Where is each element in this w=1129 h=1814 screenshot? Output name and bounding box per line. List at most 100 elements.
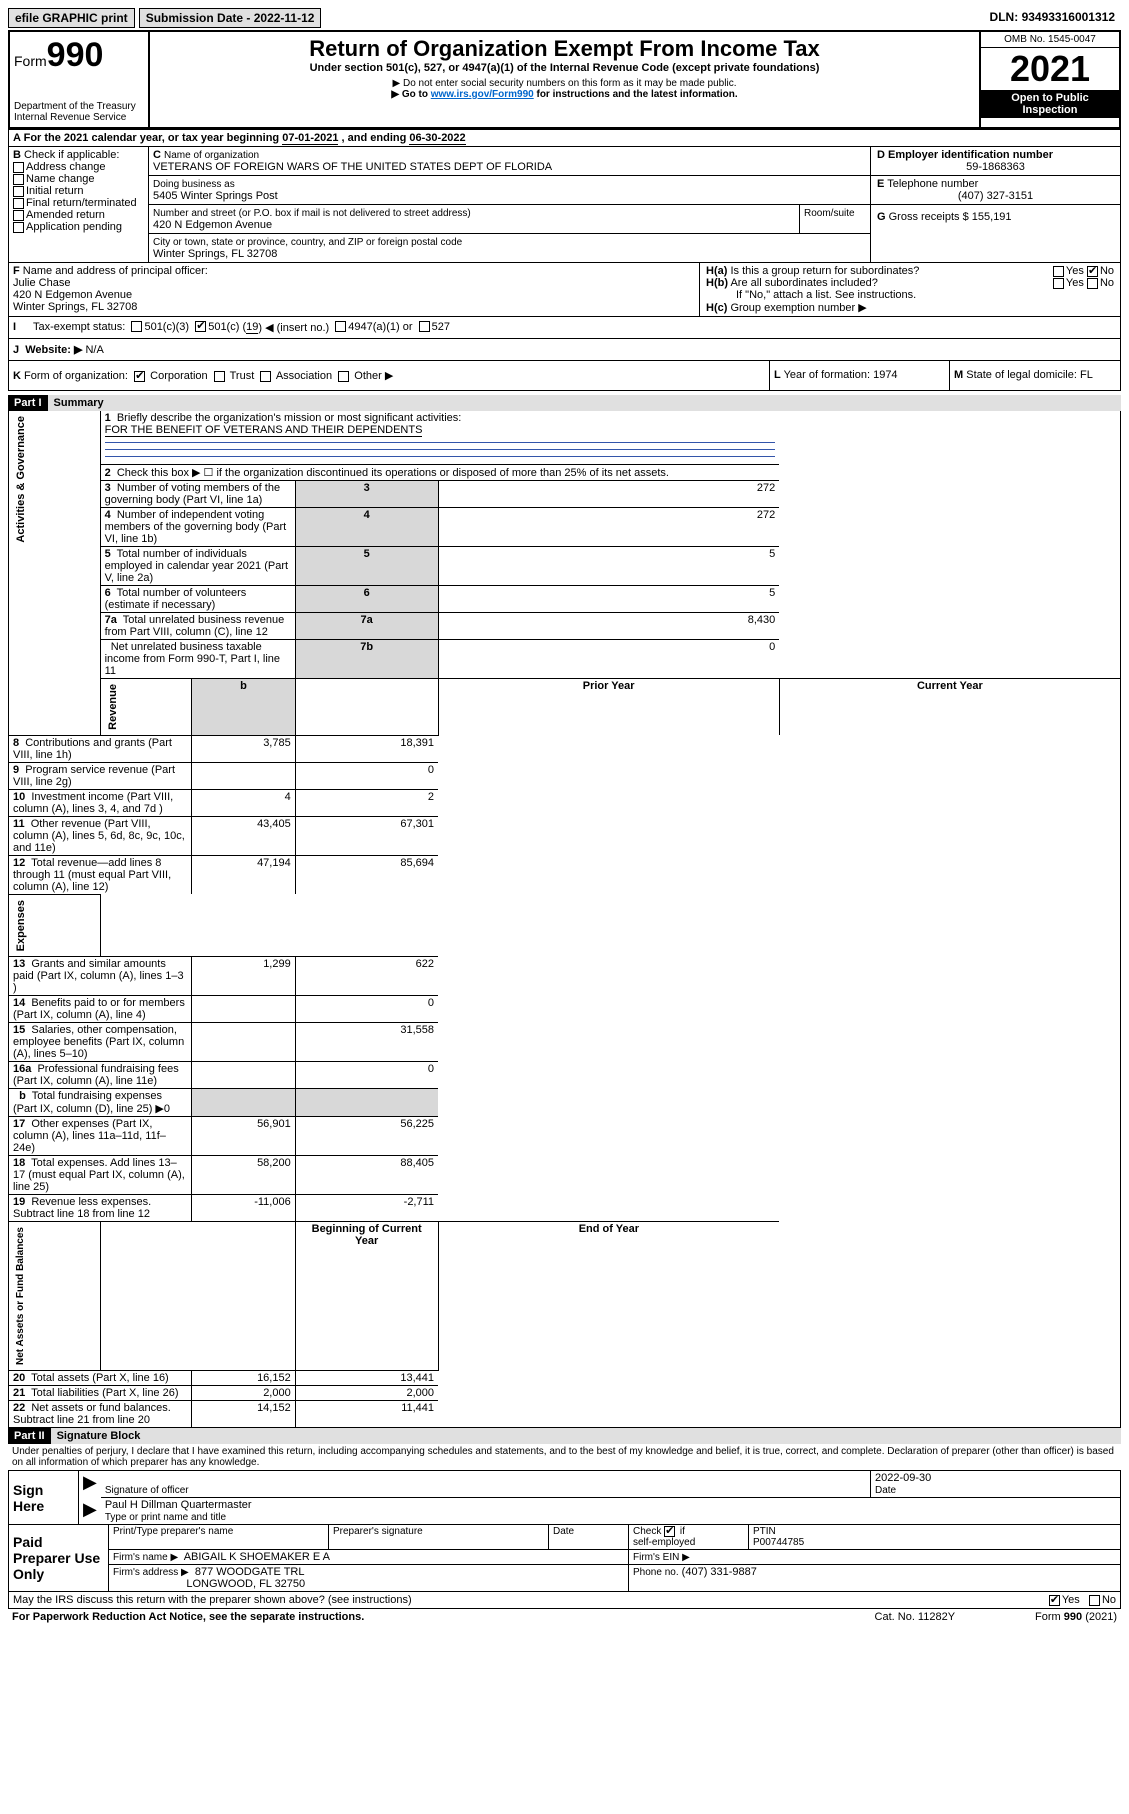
ha-no-checkbox[interactable] xyxy=(1087,266,1098,277)
trust-checkbox[interactable] xyxy=(214,371,225,382)
mission-text: FOR THE BENEFIT OF VETERANS AND THEIR DE… xyxy=(105,424,423,437)
hb-yes-checkbox[interactable] xyxy=(1053,278,1064,289)
pra-notice: For Paperwork Reduction Act Notice, see … xyxy=(12,1611,364,1623)
addr-change-checkbox[interactable] xyxy=(13,162,24,173)
paid-preparer-block: Paid Preparer Use Only Print/Type prepar… xyxy=(8,1525,1121,1592)
room-label: Room/suite xyxy=(804,208,855,219)
col-eoy: End of Year xyxy=(438,1222,779,1371)
gov-row: 4 Number of independent voting members o… xyxy=(9,508,1121,547)
e-label: Telephone number xyxy=(887,178,978,190)
i-o2v: 19 xyxy=(246,321,258,334)
part-ii-label: Part II xyxy=(8,1428,51,1444)
exp-row: 16a Professional fundraising fees (Part … xyxy=(9,1062,1121,1089)
exp-row: 19 Revenue less expenses. Subtract line … xyxy=(9,1195,1121,1222)
k-o2: Trust xyxy=(230,370,255,382)
form-footer: Form 990 (2021) xyxy=(1035,1611,1117,1623)
col-prior: Prior Year xyxy=(438,679,779,736)
exp-row: 17 Other expenses (Part IX, column (A), … xyxy=(9,1117,1121,1156)
part-i-table: Activities & Governance 1 Briefly descri… xyxy=(8,411,1121,1428)
exp-row: 15 Salaries, other compensation, employe… xyxy=(9,1023,1121,1062)
j-label: Website: ▶ xyxy=(25,344,82,356)
ha-yes: Yes xyxy=(1066,265,1084,277)
irs-no-checkbox[interactable] xyxy=(1089,1595,1100,1606)
dln-value: 93493316001312 xyxy=(1022,10,1115,24)
city-value: Winter Springs, FL 32708 xyxy=(153,248,277,260)
col-boy: Beginning of Current Year xyxy=(295,1222,438,1371)
form-note2: ▶ Go to www.irs.gov/Form990 for instruct… xyxy=(158,89,971,100)
b-label: Check if applicable: xyxy=(24,149,119,161)
firm-phone-label: Phone no. xyxy=(633,1567,679,1578)
other-checkbox[interactable] xyxy=(338,371,349,382)
i-o2s: ) ◀ (insert no.) xyxy=(258,321,329,334)
prep-name-label: Print/Type preparer's name xyxy=(109,1525,329,1550)
form-label: Form xyxy=(14,53,47,69)
501c-checkbox[interactable] xyxy=(195,321,206,332)
initial-return-checkbox[interactable] xyxy=(13,186,24,197)
street-label: Number and street (or P.O. box if mail i… xyxy=(153,208,471,219)
rev-row: 11 Other revenue (Part VIII, column (A),… xyxy=(9,816,1121,855)
amended-checkbox[interactable] xyxy=(13,210,24,221)
m-val: FL xyxy=(1080,369,1093,381)
assoc-checkbox[interactable] xyxy=(260,371,271,382)
corp-checkbox[interactable] xyxy=(134,371,145,382)
org-name: VETERANS OF FOREIGN WARS OF THE UNITED S… xyxy=(153,161,552,173)
gov-section-label: Activities & Governance xyxy=(13,412,29,547)
name-change-checkbox[interactable] xyxy=(13,174,24,185)
form-title: Return of Organization Exempt From Incom… xyxy=(158,36,971,62)
rev-row: 8 Contributions and grants (Part VIII, l… xyxy=(9,735,1121,762)
irs-no: No xyxy=(1102,1594,1116,1606)
self-emp-checkbox[interactable] xyxy=(664,1526,675,1537)
hb-no-checkbox[interactable] xyxy=(1087,278,1098,289)
officer-name: Julie Chase xyxy=(13,277,70,289)
d-label: Employer identification number xyxy=(888,149,1053,161)
line-i: I Tax-exempt status: 501(c)(3) 501(c) (1… xyxy=(8,317,1121,339)
dba-value: 5405 Winter Springs Post xyxy=(153,190,278,202)
k-o3: Association xyxy=(276,370,332,382)
firm-addr1: 877 WOODGATE TRL xyxy=(195,1566,305,1578)
section-b: B Check if applicable: Address change Na… xyxy=(9,147,149,262)
hb-no: No xyxy=(1100,277,1114,289)
note2-post: for instructions and the latest informat… xyxy=(534,89,738,100)
may-irs-text: May the IRS discuss this return with the… xyxy=(13,1594,412,1606)
officer-addr1: 420 N Edgemon Avenue xyxy=(13,289,132,301)
k-o4: Other ▶ xyxy=(354,370,393,382)
submission-date-button[interactable]: Submission Date - 2022-11-12 xyxy=(139,8,322,28)
irs-yes-checkbox[interactable] xyxy=(1049,1595,1060,1606)
firm-addr-label: Firm's address ▶ xyxy=(113,1567,189,1578)
website-value: N/A xyxy=(85,344,103,356)
tax-year: 2021 xyxy=(981,48,1119,90)
501c3-checkbox[interactable] xyxy=(131,321,142,332)
dln-label: DLN: xyxy=(990,10,1019,24)
exp-row: 13 Grants and similar amounts paid (Part… xyxy=(9,957,1121,996)
sign-here-block: Sign Here ▶ Signature of officer 2022-09… xyxy=(8,1470,1121,1525)
name-change-label: Name change xyxy=(26,173,95,185)
gov-row: 3 Number of voting members of the govern… xyxy=(9,481,1121,508)
efile-print-button[interactable]: efile GRAPHIC print xyxy=(8,8,135,28)
may-irs-discuss: May the IRS discuss this return with the… xyxy=(8,1592,1121,1609)
g-label: Gross receipts $ xyxy=(889,211,969,223)
gross-receipts: 155,191 xyxy=(972,211,1012,223)
irs-link[interactable]: www.irs.gov/Form990 xyxy=(431,89,534,100)
c-name-label: Name of organization xyxy=(164,150,259,161)
declaration-text: Under penalties of perjury, I declare th… xyxy=(8,1444,1121,1470)
part-i-header: Part I Summary xyxy=(8,395,1121,411)
gov-row: 6 Total number of volunteers (estimate i… xyxy=(9,586,1121,613)
section-b-to-g: B Check if applicable: Address change Na… xyxy=(8,147,1121,263)
section-c: C Name of organization VETERANS OF FOREI… xyxy=(149,147,870,262)
self-emp-check: Check ifself-employed xyxy=(633,1526,695,1548)
l-label: Year of formation: xyxy=(784,369,870,381)
part-i-label: Part I xyxy=(8,395,48,411)
527-checkbox[interactable] xyxy=(419,321,430,332)
sign-here-label: Sign Here xyxy=(9,1471,79,1525)
hb-label: Are all subordinates included? xyxy=(730,277,877,289)
app-pending-checkbox[interactable] xyxy=(13,222,24,233)
ha-yes-checkbox[interactable] xyxy=(1053,266,1064,277)
final-return-checkbox[interactable] xyxy=(13,198,24,209)
ptin-value: P00744785 xyxy=(753,1537,804,1548)
dln: DLN: 93493316001312 xyxy=(984,8,1121,28)
4947-checkbox[interactable] xyxy=(335,321,346,332)
prep-date-label: Date xyxy=(549,1525,629,1550)
gov-row: Net unrelated business taxable income fr… xyxy=(9,640,1121,679)
a-text: For the 2021 calendar year, or tax year … xyxy=(24,132,283,144)
rev-row: 10 Investment income (Part VIII, column … xyxy=(9,789,1121,816)
